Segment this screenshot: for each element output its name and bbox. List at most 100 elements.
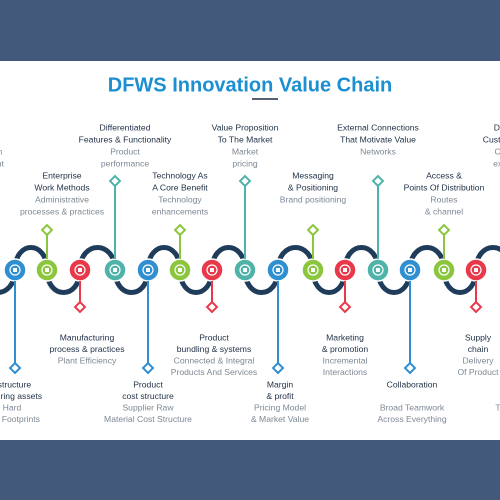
item-subtitle: Plant Efficiency: [58, 355, 117, 365]
connector-diamond: [238, 174, 252, 188]
icon-glyph: [470, 264, 482, 276]
item-title: A Core Benefit: [152, 182, 208, 192]
item-subtitle: Routes: [430, 194, 457, 204]
connector-diamond: [73, 300, 87, 314]
icon-glyph: [276, 268, 280, 272]
connector-diamond: [8, 361, 22, 375]
item-subtitle: Connected & Integral: [174, 355, 255, 365]
item-subtitle: ement: [0, 158, 5, 168]
connector-diamond: [40, 223, 54, 237]
item-subtitle: Of Product: [457, 367, 499, 377]
icon-glyph: [311, 268, 315, 272]
item-subtitle: Brand positioning: [280, 194, 347, 204]
item-title: Value Proposition: [212, 122, 279, 132]
icon-glyph: [206, 264, 218, 276]
item-title: & profit: [266, 391, 294, 401]
item-title: astructure: [0, 379, 31, 389]
icon-glyph: [272, 264, 284, 276]
icon-glyph: [376, 268, 380, 272]
icon-glyph: [142, 264, 154, 276]
item-subtitle: pricing: [232, 158, 258, 168]
item-subtitle: Product: [110, 146, 140, 156]
icon-glyph: [408, 268, 412, 272]
item-title: Manufacturing: [60, 332, 115, 342]
item-title: Marketing: [326, 332, 364, 342]
icon-glyph: [239, 264, 251, 276]
connector-diamond: [173, 223, 187, 237]
icon-glyph: [210, 268, 214, 272]
icon-glyph: [109, 264, 121, 276]
icon-glyph: [178, 268, 182, 272]
item-title: To The Market: [218, 134, 273, 144]
item-title: & Positioning: [288, 182, 338, 192]
connector-diamond: [338, 300, 352, 314]
icon-glyph: [74, 264, 86, 276]
icon-glyph: [41, 264, 53, 276]
item-subtitle: esign: [0, 146, 2, 156]
item-subtitle: Across Everything: [377, 414, 446, 424]
item-subtitle: Broad Teamwork: [380, 402, 445, 412]
connector-diamond: [403, 361, 417, 375]
item-subtitle: Material Cost Structure: [104, 414, 192, 424]
item-subtitle: performance: [101, 158, 149, 168]
item-title: Collaboration: [387, 379, 438, 389]
item-title: Work Methods: [34, 182, 89, 192]
item-subtitle: Technology: [158, 194, 202, 204]
item-subtitle: & Market Value: [251, 414, 309, 424]
icon-glyph: [404, 264, 416, 276]
icon-glyph: [78, 268, 82, 272]
icon-glyph: [442, 268, 446, 272]
item-title: Dis: [494, 122, 500, 132]
item-subtitle: And Footprints: [0, 414, 40, 424]
item-title: Differentiated: [100, 122, 151, 132]
item-title: & promotion: [322, 344, 369, 354]
item-subtitle: Delivery: [462, 355, 494, 365]
icon-glyph: [113, 268, 117, 272]
item-title: Enterprise: [42, 170, 81, 180]
icon-glyph: [474, 268, 478, 272]
item-title: Access &: [426, 170, 462, 180]
icon-glyph: [372, 264, 384, 276]
item-title: cost structure: [122, 391, 174, 401]
item-title: Custome: [483, 134, 500, 144]
item-subtitle: Market: [232, 146, 259, 156]
item-subtitle: Incremental: [323, 355, 368, 365]
connector-diamond: [205, 300, 219, 314]
icon-glyph: [343, 268, 347, 272]
title: DFWS Innovation Value Chain: [108, 74, 392, 96]
item-subtitle: Networks: [360, 146, 396, 156]
icon-glyph: [438, 264, 450, 276]
icon-glyph: [9, 264, 21, 276]
item-subtitle: Products And Services: [171, 367, 257, 377]
item-subtitle: Cu: [495, 146, 500, 156]
item-title: Features & Functionality: [79, 134, 172, 144]
connector-diamond: [371, 174, 385, 188]
item-title: Points Of Distribution: [404, 182, 485, 192]
item-subtitle: Pricing Model: [254, 402, 306, 412]
connector-diamond: [271, 361, 285, 375]
item-title: Product: [133, 379, 163, 389]
item-title: Margin: [267, 379, 293, 389]
item-title: process & practices: [50, 344, 125, 354]
item-subtitle: exp: [493, 158, 500, 168]
icon-glyph: [243, 268, 247, 272]
connector-diamond: [469, 300, 483, 314]
item-title: Messaging: [292, 170, 334, 180]
item-subtitle: Hard: [3, 402, 22, 412]
icon-glyph: [45, 268, 49, 272]
connector-diamond: [437, 223, 451, 237]
item-title: Supply: [465, 332, 492, 342]
connector-diamond: [306, 223, 320, 237]
item-title: facturing assets: [0, 391, 42, 401]
item-subtitle: enhancements: [152, 206, 208, 216]
connector-diamond: [141, 361, 155, 375]
icon-glyph: [13, 268, 17, 272]
connector-diamond: [108, 174, 122, 188]
item-subtitle: & channel: [425, 206, 463, 216]
item-subtitle: Interactions: [323, 367, 367, 377]
icon-glyph: [174, 264, 186, 276]
item-subtitle: Administrative: [35, 194, 89, 204]
item-title: chain: [468, 344, 489, 354]
